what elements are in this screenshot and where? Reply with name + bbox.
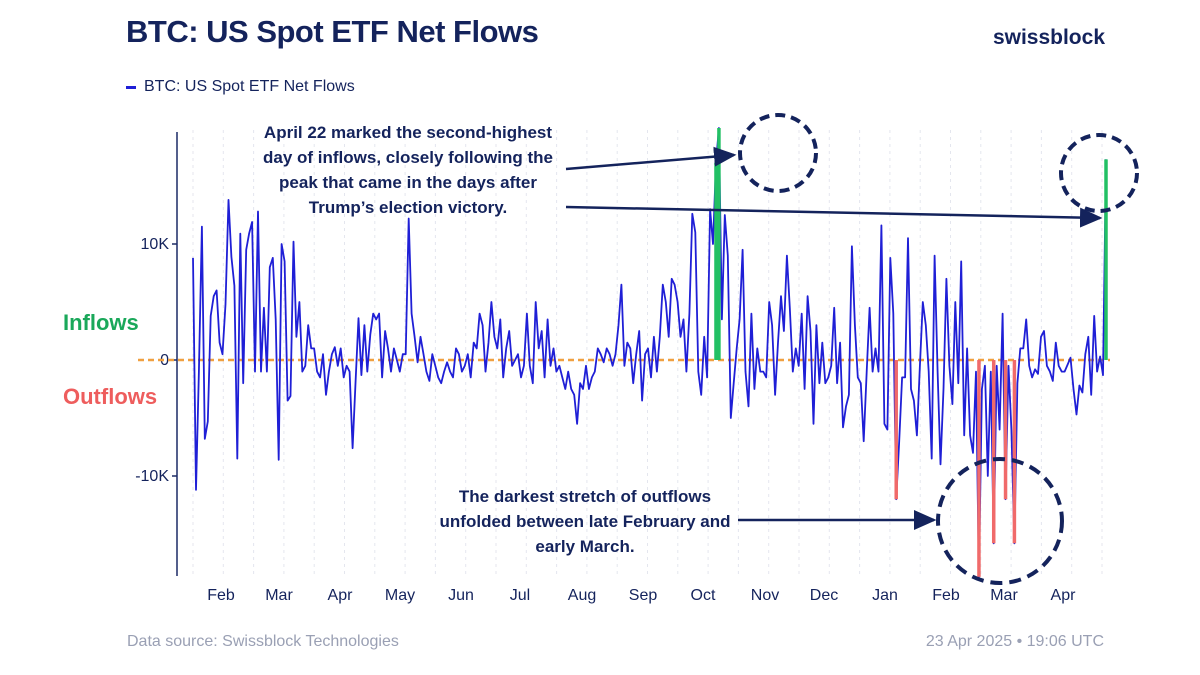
legend-swatch [126, 85, 136, 89]
series-line [192, 127, 1107, 578]
highlight-circle-apr [1059, 133, 1139, 213]
timestamp: 23 Apr 2025 • 19:06 UTC [925, 633, 1104, 650]
annotation-bottom-line: unfolded between late February and [439, 512, 731, 531]
annotation-bottom-line: early March. [535, 537, 635, 556]
x-tick-label: Jul [510, 587, 530, 604]
x-tick-label: Dec [810, 587, 838, 604]
annotation-top-line: Trump’s election victory. [308, 198, 508, 217]
x-tick-label: Apr [1051, 587, 1077, 604]
legend-label: BTC: US Spot ETF Net Flows [144, 78, 355, 95]
y-tick-label: 0 [160, 352, 169, 369]
brand-logo: swissblock [992, 26, 1105, 49]
annotation-top-line: peak that came in the days after [279, 173, 537, 192]
highlight-bars [714, 128, 1108, 577]
x-tick-label: Nov [751, 587, 779, 604]
data-source: Data source: Swissblock Technologies [127, 633, 399, 650]
x-tick-label: Sep [629, 587, 658, 604]
y-tick-label: 10K [141, 236, 170, 253]
x-tick-label: Mar [990, 587, 1018, 604]
x-tick-label: Oct [691, 587, 716, 604]
x-tick-label: Mar [265, 587, 293, 604]
x-tick-label: Jun [448, 587, 474, 604]
inflows-label: Inflows [63, 310, 139, 335]
annotation-bottom: The darkest stretch of outflows unfolded… [420, 484, 750, 559]
x-tick-label: Feb [207, 587, 235, 604]
x-tick-label: May [385, 587, 415, 604]
annotation-top-line: April 22 marked the second-highest [263, 123, 553, 142]
x-tick-label: Apr [328, 587, 354, 604]
chart-title: BTC: US Spot ETF Net Flows [126, 14, 539, 49]
y-tick-label: -10K [135, 468, 169, 485]
chart-legend: BTC: US Spot ETF Net Flows [126, 78, 355, 96]
annotation-top: April 22 marked the second-highest day o… [248, 120, 568, 220]
outflows-label: Outflows [63, 384, 158, 409]
arrow-to-nov [565, 146, 737, 171]
x-axis-labels: Feb Mar Apr May Jun Jul Aug Sep Oct Nov Dec Jan Feb M… [207, 587, 1076, 604]
x-tick-label: Aug [568, 587, 596, 604]
x-tick-label: Feb [932, 587, 960, 604]
highlight-circle-outflows [936, 457, 1064, 585]
x-tick-label: Jan [872, 587, 898, 604]
highlight-circle-nov [738, 113, 818, 193]
annotation-overlays [565, 113, 1139, 585]
annotation-top-line: day of inflows, closely following the [263, 148, 553, 167]
series-line-path [192, 127, 1107, 578]
arrow-to-apr [565, 205, 1103, 228]
annotation-bottom-line: The darkest stretch of outflows [458, 487, 712, 506]
